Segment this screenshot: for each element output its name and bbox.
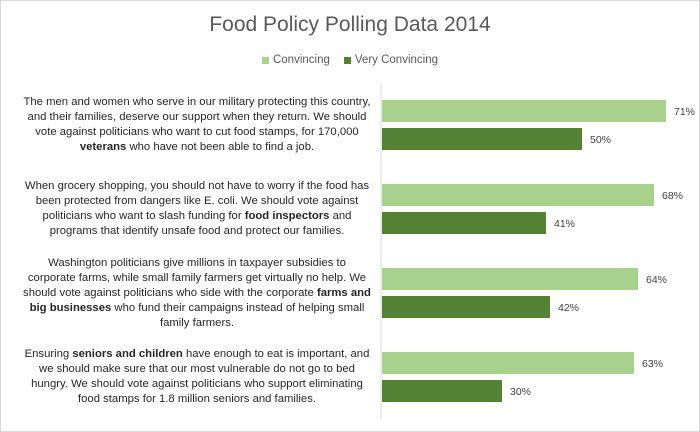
category-label-1-part-3: who have not been able to find a job.	[126, 141, 315, 153]
data-label-convincing-3: 64%	[646, 274, 667, 286]
category-label-4: Ensuring seniors and children have enoug…	[23, 347, 371, 407]
category-label-2: When grocery shopping, you should not ha…	[23, 179, 371, 239]
data-label-very-convincing-3: 42%	[558, 302, 579, 314]
category-label-2-part-1: When grocery shopping, you should not ha…	[24, 180, 370, 222]
data-label-very-convincing-4: 30%	[510, 386, 531, 398]
category-label-3-part-2: farms and big businesses	[29, 286, 371, 314]
category-label-1-part-1: The men and women who serve in our milit…	[23, 96, 371, 138]
category-label-2-part-2: food inspectors	[244, 210, 330, 222]
category-label-3-part-3: who fund their campaigns instead of help…	[111, 301, 365, 329]
category-label-1: The men and women who serve in our milit…	[23, 95, 371, 155]
data-label-convincing-2: 68%	[662, 190, 683, 202]
legend-swatch-very-convincing	[343, 56, 351, 64]
category-label-1-part-2: veterans	[79, 141, 127, 153]
legend: Convincing Very Convincing	[1, 54, 699, 66]
chart-title: Food Policy Polling Data 2014	[209, 13, 491, 36]
bar-convincing-3	[382, 268, 638, 290]
category-label-3-part-1: Washington politicians give millions in …	[23, 256, 367, 299]
category-label-4-part-2: seniors and children	[72, 348, 183, 360]
category-label-4-part-1: Ensuring	[24, 348, 73, 360]
data-label-convincing-1: 71%	[674, 106, 695, 118]
category-label-2-part-3: and programs that identify unsafe food a…	[49, 210, 352, 237]
bar-very-convincing-4	[382, 380, 502, 402]
bar-very-convincing-3	[382, 296, 550, 318]
legend-label-very-convincing: Very Convincing	[354, 54, 438, 66]
bar-convincing-1	[382, 100, 666, 122]
bar-very-convincing-2	[382, 212, 546, 234]
data-label-convincing-4: 63%	[642, 358, 663, 370]
legend-swatch-convincing	[261, 56, 269, 64]
legend-item-very-convincing: Very Convincing	[343, 54, 438, 66]
legend-item-convincing: Convincing	[261, 54, 330, 66]
bar-very-convincing-1	[382, 128, 582, 150]
bar-convincing-4	[382, 352, 634, 374]
legend-label-convincing: Convincing	[272, 54, 330, 66]
category-label-3: Washington politicians give millions in …	[23, 256, 371, 331]
data-label-very-convincing-1: 50%	[590, 134, 611, 146]
bar-convincing-2	[382, 184, 654, 206]
data-label-very-convincing-2: 41%	[554, 218, 575, 230]
category-label-4-part-3: have enough to eat is important, and we …	[31, 348, 370, 405]
